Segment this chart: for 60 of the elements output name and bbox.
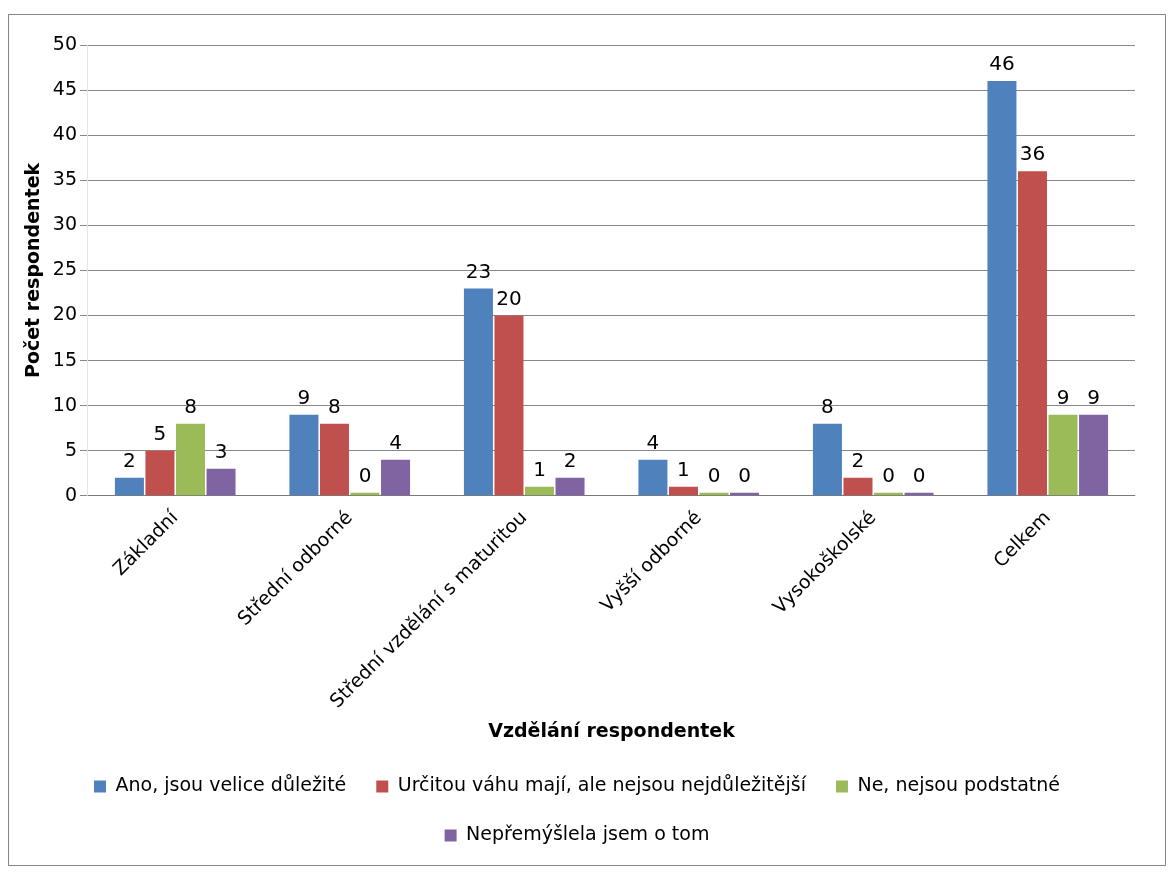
data-label: 46	[989, 51, 1015, 76]
data-label: 4	[646, 429, 660, 454]
y-tick-label: 0	[64, 482, 77, 505]
bar	[638, 459, 668, 496]
data-label: 8	[821, 393, 834, 418]
bar	[494, 315, 524, 496]
data-label: 0	[738, 463, 751, 488]
y-tick-label: 50	[52, 31, 77, 54]
bar	[381, 459, 411, 496]
bar	[463, 288, 493, 496]
y-tick-label: 5	[64, 437, 77, 460]
y-axis-title: Počet respondentek	[21, 162, 44, 379]
y-tick-label: 10	[52, 392, 77, 415]
data-label: 0	[912, 463, 926, 488]
data-label: 9	[1087, 384, 1100, 409]
bar	[555, 477, 585, 496]
bar	[843, 477, 873, 496]
bar	[1017, 171, 1047, 496]
data-label: 0	[358, 463, 372, 488]
legend-label: Nepřemýšlela jsem o tom	[466, 822, 710, 845]
y-tick-label: 45	[52, 77, 77, 100]
data-label: 0	[882, 463, 895, 488]
bar	[812, 423, 842, 496]
y-tick-label: 40	[52, 122, 77, 145]
bar	[987, 81, 1017, 496]
bar	[175, 423, 205, 496]
bar	[668, 486, 698, 496]
bar	[289, 414, 319, 496]
data-label: 9	[297, 384, 311, 409]
y-tick-label: 15	[52, 347, 77, 370]
data-label: 5	[153, 420, 167, 445]
y-tick-label: 20	[52, 302, 77, 325]
data-label: 8	[328, 393, 341, 418]
bar	[114, 477, 144, 496]
data-label: 8	[184, 393, 197, 418]
bar	[319, 423, 349, 496]
data-label: 2	[123, 448, 136, 472]
x-axis-title: Vzdělání respondentek	[488, 718, 736, 741]
bar	[1048, 414, 1078, 496]
bar	[1079, 414, 1109, 496]
data-label: 9	[1056, 384, 1070, 409]
data-label: 36	[1019, 141, 1046, 166]
legend-label: Ano, jsou velice důležité	[115, 773, 347, 796]
y-tick-label: 35	[52, 167, 77, 190]
bar	[525, 486, 555, 496]
legend-label: Určitou váhu mají, ale nejsou nejdůležitější	[397, 773, 807, 796]
data-label: 4	[389, 429, 402, 454]
data-label: 1	[677, 457, 690, 482]
legend-label: Ne, nejsou podstatné	[857, 773, 1060, 796]
y-tick-label: 30	[52, 212, 77, 235]
data-label: 3	[214, 438, 228, 463]
y-tick-label: 25	[52, 257, 77, 280]
data-label: 2	[851, 448, 865, 472]
data-label: 1	[533, 457, 546, 482]
data-label: 23	[465, 258, 492, 283]
data-label: 20	[496, 285, 522, 310]
bar	[206, 468, 236, 496]
data-label: 0	[707, 463, 721, 488]
bar	[145, 450, 175, 496]
data-label: 2	[563, 448, 577, 472]
